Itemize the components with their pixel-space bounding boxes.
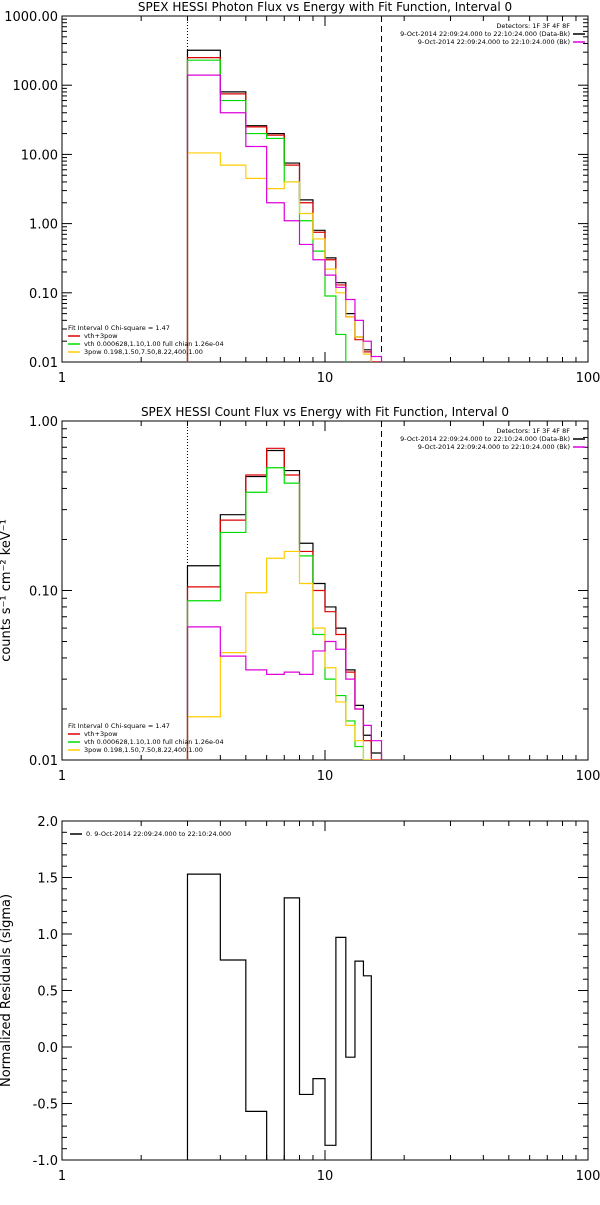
y-tick-label: 0.10 <box>29 287 58 302</box>
x-tick-label: 10 <box>317 371 334 386</box>
x-tick-label: 100 <box>576 371 600 386</box>
chart-panel-2: SPEX HESSI Count Flux vs Energy with Fit… <box>0 405 600 784</box>
series-line-5 <box>186 626 383 760</box>
legend-entry-text: vth 0.000628,1.10,1.00 full chian 1.26e-… <box>84 738 224 746</box>
series-line-1 <box>186 873 372 1160</box>
plot-area <box>186 421 383 760</box>
y-tick-label: 1.5 <box>37 872 58 887</box>
legend-entry-text: 3pow 0.198,1.50,7.50,8.22,400,1.00 <box>84 746 203 754</box>
legend-entry-text: Fit Interval 0 Chi-square = 1.47 <box>68 324 170 332</box>
chart-panel-1: SPEX HESSI Photon Flux vs Energy with Fi… <box>4 0 600 386</box>
y-tick-label: 2.0 <box>37 815 58 830</box>
plot-frame <box>61 15 589 363</box>
y-tick-label: 1.00 <box>29 218 58 233</box>
legend-entry-text: vth+3pow <box>84 730 118 738</box>
y-tick-label: 0.5 <box>37 985 58 1000</box>
chart-panel-3: 1 10 100 -1.0 -0.5 0.0 0.5 1.0 1.5 2.0 Normalized … <box>0 815 600 1184</box>
legend-entry-text: 9-Oct-2014 22:09:24.000 to 22:10:24.000 … <box>400 435 570 443</box>
chart-title: SPEX HESSI Count Flux vs Energy with Fit… <box>141 405 509 419</box>
legend-entry-text: vth 0.000628,1.10,1.00 full chian 1.26e-… <box>84 340 224 348</box>
legend-entry-text: Detectors: 1F 3F 4F 8F <box>496 22 570 30</box>
y-tick-label: -1.0 <box>33 1154 58 1169</box>
legend-entry-text: Detectors: 1F 3F 4F 8F <box>496 427 570 435</box>
y-tick-label: 1000.00 <box>4 10 58 25</box>
x-tick-label: 100 <box>576 1169 600 1184</box>
series-line-5 <box>186 74 383 362</box>
series-line-3 <box>186 467 383 760</box>
series-line-4 <box>186 152 383 362</box>
legend-entry-text: 9-Oct-2014 22:09:24.000 to 22:10:24.000 … <box>418 38 570 46</box>
x-tick-label: 10 <box>317 769 334 784</box>
x-tick-label: 1 <box>58 769 66 784</box>
y-tick-label: 0.01 <box>29 356 58 371</box>
y-tick-label: 1.00 <box>29 415 58 430</box>
chart-title: SPEX HESSI Photon Flux vs Energy with Fi… <box>138 0 512 14</box>
y-tick-label: 0.0 <box>37 1041 58 1056</box>
legend-entry-text: Fit Interval 0 Chi-square = 1.47 <box>68 722 170 730</box>
plot-area <box>186 873 372 1160</box>
x-tick-label: 100 <box>576 769 600 784</box>
x-tick-label: 1 <box>58 371 66 386</box>
legend-entry-text: 3pow 0.198,1.50,7.50,8.22,400,1.00 <box>84 348 203 356</box>
legend-entry-text: 9-Oct-2014 22:09:24.000 to 22:10:24.000 … <box>400 30 570 38</box>
x-tick-label: 1 <box>58 1169 66 1184</box>
y-tick-label: 0.10 <box>29 585 58 600</box>
legend-entry-text: vth+3pow <box>84 332 118 340</box>
x-tick-label: 10 <box>317 1169 334 1184</box>
y-axis-label: counts s⁻¹ cm⁻² keV⁻¹ <box>0 519 14 662</box>
series-line-1 <box>186 449 383 760</box>
y-tick-label: -0.5 <box>33 1098 58 1113</box>
legend-entry-text: 9-Oct-2014 22:09:24.000 to 22:10:24.000 … <box>418 443 570 451</box>
y-tick-label: 10.00 <box>21 148 58 163</box>
series-line-3 <box>186 59 383 362</box>
plot-area <box>186 16 383 362</box>
series-line-2 <box>186 447 382 760</box>
y-tick-label: 1.0 <box>37 928 58 943</box>
y-tick-label: 0.01 <box>29 754 58 769</box>
y-tick-label: 100.00 <box>13 79 59 94</box>
y-axis-label: Normalized Residuals (sigma) <box>0 894 14 1087</box>
series-line-4 <box>186 550 383 760</box>
legend-entry-text: 0. 9-Oct-2014 22:09:24.000 to 22:10:24.0… <box>86 830 231 838</box>
